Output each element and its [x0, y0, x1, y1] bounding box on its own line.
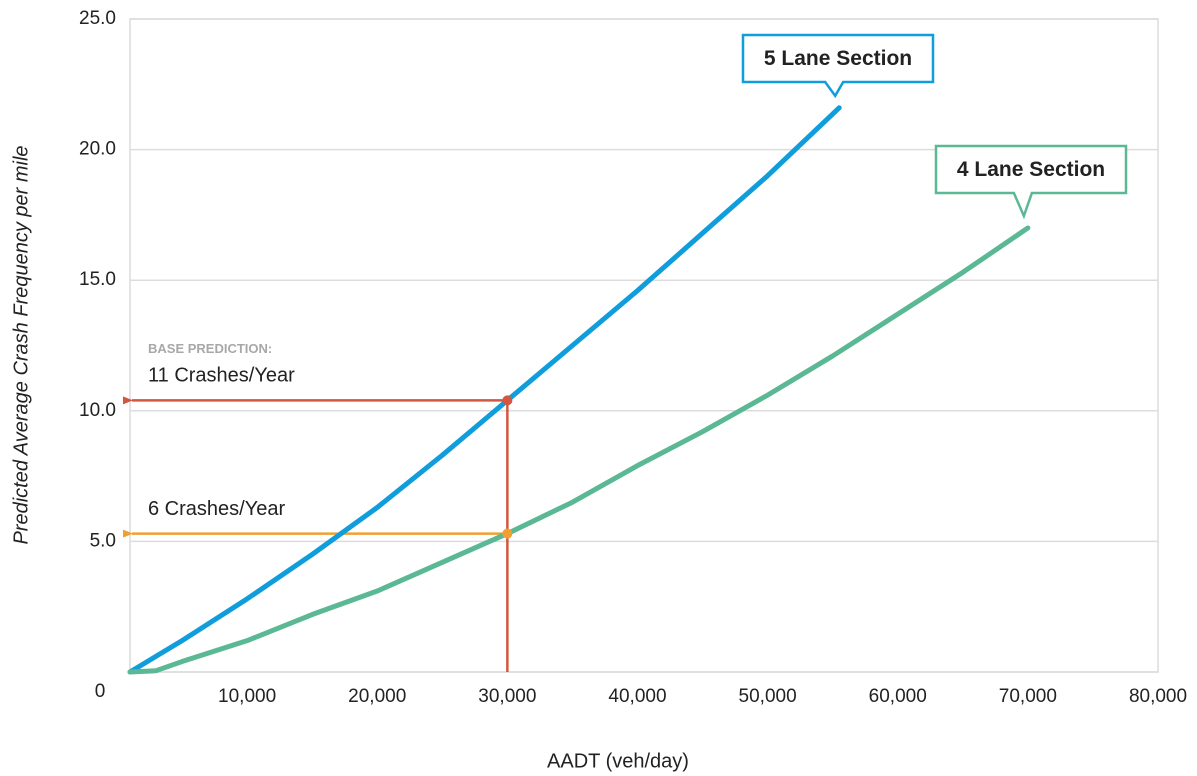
reference-point	[502, 395, 513, 406]
base-prediction-label: BASE PREDICTION:	[148, 341, 272, 356]
reference-label: 11 Crashes/Year	[148, 365, 295, 387]
x-tick-label: 10,000	[218, 686, 276, 707]
x-tick-label: 70,000	[999, 686, 1057, 707]
x-tick-label: 50,000	[739, 686, 797, 707]
reference-label: 6 Crashes/Year	[148, 498, 285, 520]
series-line	[127, 105, 842, 675]
x-tick-label: 20,000	[348, 686, 406, 707]
y-tick-label: 20.0	[79, 139, 116, 160]
callout-box	[741, 33, 935, 99]
x-axis-label: AADT (veh/day)	[547, 750, 689, 772]
callout-label: 4 Lane Section	[957, 158, 1105, 181]
y-tick-label: 0	[95, 681, 106, 702]
y-tick-label: 25.0	[79, 8, 116, 29]
x-tick-label: 60,000	[869, 686, 927, 707]
x-tick-label: 80,000	[1129, 686, 1187, 707]
x-tick-label: 30,000	[478, 686, 536, 707]
x-tick-label: 40,000	[608, 686, 666, 707]
callout-box	[934, 144, 1128, 220]
y-tick-label: 10.0	[79, 400, 116, 421]
y-tick-label: 15.0	[79, 269, 116, 290]
reference-point	[502, 528, 513, 539]
series-line	[127, 225, 1031, 675]
y-tick-label: 5.0	[90, 530, 116, 551]
y-axis-label: Predicted Average Crash Frequency per mi…	[10, 145, 32, 544]
callout-label: 5 Lane Section	[764, 47, 912, 70]
